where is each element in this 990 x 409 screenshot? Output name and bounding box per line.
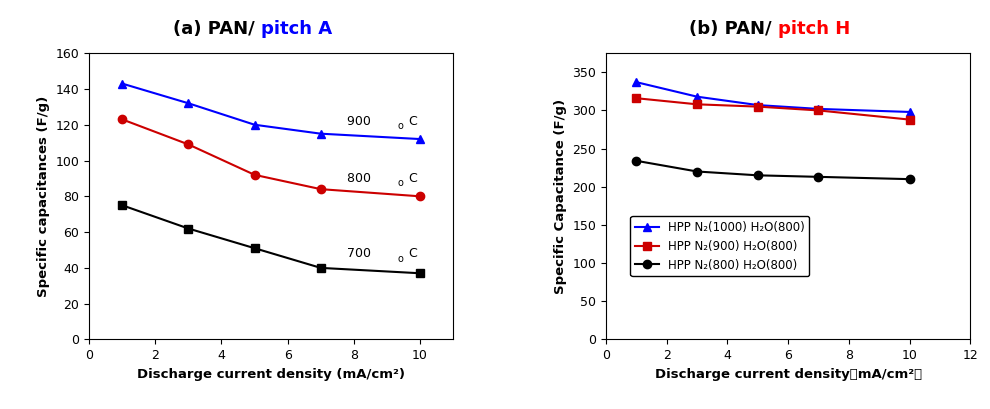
Text: (a) PAN/: (a) PAN/ xyxy=(173,20,261,38)
X-axis label: Discharge current density (mA/cm²): Discharge current density (mA/cm²) xyxy=(138,368,405,381)
HPP N₂(900) H₂O(800) xyxy=(691,102,703,107)
Line: HPP N₂(800) H₂O(800): HPP N₂(800) H₂O(800) xyxy=(633,157,914,183)
Legend: HPP N₂(1000) H₂O(800), HPP N₂(900) H₂O(800), HPP N₂(800) H₂O(800): HPP N₂(1000) H₂O(800), HPP N₂(900) H₂O(8… xyxy=(631,216,810,276)
HPP N₂(800) H₂O(800) xyxy=(904,177,916,182)
Text: (b) PAN/: (b) PAN/ xyxy=(689,20,778,38)
Text: o: o xyxy=(398,121,404,131)
X-axis label: Discharge current density（mA/cm²）: Discharge current density（mA/cm²） xyxy=(654,368,922,381)
HPP N₂(800) H₂O(800) xyxy=(751,173,763,178)
Text: o: o xyxy=(398,178,404,189)
HPP N₂(800) H₂O(800) xyxy=(631,158,643,163)
HPP N₂(800) H₂O(800) xyxy=(813,174,825,179)
Text: 800: 800 xyxy=(347,172,375,185)
HPP N₂(1000) H₂O(800) xyxy=(691,94,703,99)
Text: 900: 900 xyxy=(347,115,375,128)
Line: HPP N₂(1000) H₂O(800): HPP N₂(1000) H₂O(800) xyxy=(633,78,914,116)
Text: pitch H: pitch H xyxy=(778,20,850,38)
HPP N₂(800) H₂O(800) xyxy=(691,169,703,174)
HPP N₂(900) H₂O(800) xyxy=(813,108,825,113)
Line: HPP N₂(900) H₂O(800): HPP N₂(900) H₂O(800) xyxy=(633,94,914,124)
Y-axis label: Specific Capacitance (F/g): Specific Capacitance (F/g) xyxy=(554,99,567,294)
Text: o: o xyxy=(398,254,404,263)
HPP N₂(900) H₂O(800) xyxy=(631,96,643,101)
HPP N₂(1000) H₂O(800) xyxy=(813,106,825,111)
Text: C: C xyxy=(408,115,417,128)
Text: pitch A: pitch A xyxy=(261,20,333,38)
Text: C: C xyxy=(408,172,417,185)
HPP N₂(900) H₂O(800) xyxy=(751,104,763,109)
HPP N₂(1000) H₂O(800) xyxy=(904,110,916,115)
HPP N₂(1000) H₂O(800) xyxy=(751,103,763,108)
HPP N₂(900) H₂O(800) xyxy=(904,117,916,122)
Y-axis label: Specific capacitances (F/g): Specific capacitances (F/g) xyxy=(37,96,50,297)
HPP N₂(1000) H₂O(800) xyxy=(631,80,643,85)
Text: C: C xyxy=(408,247,417,260)
Text: 700: 700 xyxy=(347,247,375,260)
